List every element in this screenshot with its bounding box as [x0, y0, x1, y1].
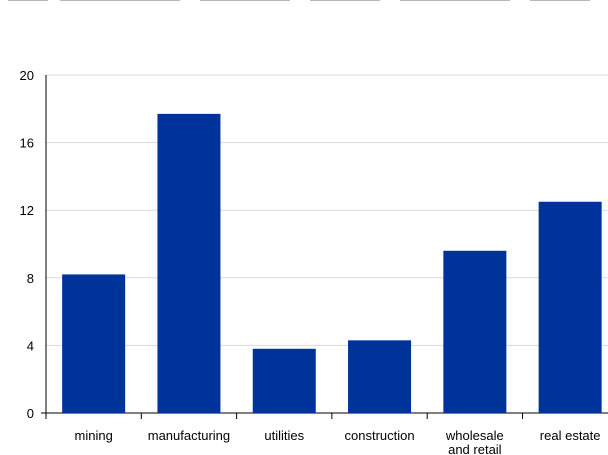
bar-2	[252, 348, 316, 413]
y-tick-label: 0	[27, 406, 34, 421]
x-category-label: mining	[75, 428, 113, 443]
x-category-label-line: manufacturing	[148, 428, 230, 443]
x-category-label: construction	[345, 428, 415, 443]
bar-4	[443, 250, 507, 413]
y-tick-label: 20	[20, 68, 34, 83]
bar-1	[157, 113, 221, 414]
cropped-top-text-remnant	[0, 0, 608, 6]
x-category-label: real estate	[540, 428, 601, 443]
x-category-label-line: construction	[345, 428, 415, 443]
x-category-label-line: and retail	[448, 442, 502, 455]
bar-3	[348, 340, 412, 413]
x-category-label-line: mining	[75, 428, 113, 443]
x-category-label-line: utilities	[264, 428, 304, 443]
y-tick-label: 8	[27, 271, 34, 286]
x-category-label-line: wholesale	[445, 428, 504, 443]
x-category-label: utilities	[264, 428, 304, 443]
x-category-label: manufacturing	[148, 428, 230, 443]
x-category-label: wholesale and retail	[445, 428, 504, 455]
x-category-label-line: real estate	[540, 428, 601, 443]
y-tick-label: 12	[20, 203, 34, 218]
y-tick-label: 4	[27, 338, 34, 353]
bar-0	[62, 274, 126, 413]
bar-5	[538, 201, 602, 413]
y-tick-label: 16	[20, 136, 34, 151]
